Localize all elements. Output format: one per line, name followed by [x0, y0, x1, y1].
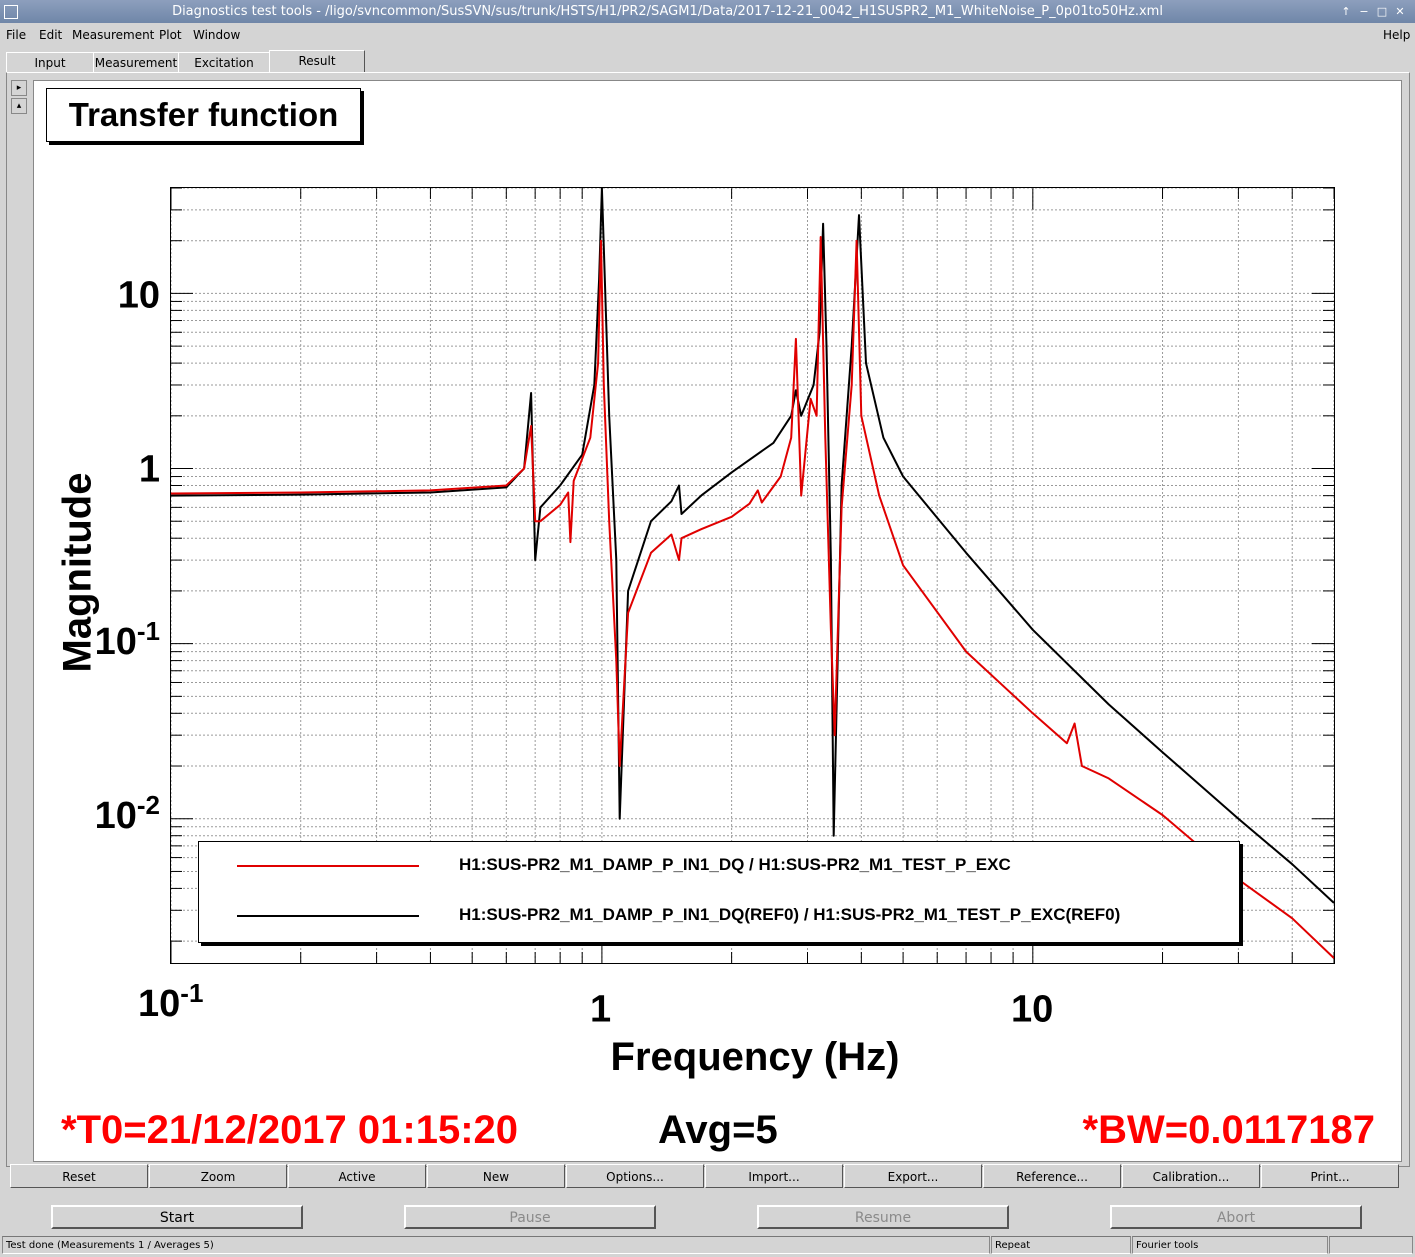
reset-button[interactable]: Reset — [10, 1164, 148, 1188]
calibration-button[interactable]: Calibration... — [1122, 1164, 1260, 1188]
tab-input[interactable]: Input — [6, 52, 94, 73]
pause-button[interactable]: Pause — [404, 1205, 656, 1229]
start-button[interactable]: Start — [51, 1205, 303, 1229]
active-button[interactable]: Active — [288, 1164, 426, 1188]
x-tick-label-1: 1 — [590, 988, 612, 1031]
resume-button[interactable]: Resume — [757, 1205, 1009, 1229]
tab-result[interactable]: Result — [269, 50, 365, 73]
menu-plot[interactable]: Plot — [159, 28, 182, 42]
y-tick-label-0.01: 10-2 — [94, 790, 160, 837]
status-tool: Fourier tools — [1132, 1236, 1328, 1254]
print-button[interactable]: Print... — [1261, 1164, 1399, 1188]
reference-button[interactable]: Reference... — [983, 1164, 1121, 1188]
window-shade-icon[interactable]: ↑ — [1341, 5, 1351, 18]
menu-edit[interactable]: Edit — [39, 28, 63, 42]
y-tick-label-10: 10 — [117, 274, 160, 317]
tab-excitation[interactable]: Excitation — [178, 52, 270, 73]
plot-svg — [171, 188, 1334, 963]
window-close-icon[interactable]: ✕ — [1395, 5, 1405, 18]
pad-up-button[interactable]: ▴ — [11, 98, 27, 114]
menu-help[interactable]: Help — [1383, 28, 1411, 42]
window-menu-icon[interactable] — [4, 5, 18, 19]
legend-label: H1:SUS-PR2_M1_DAMP_P_IN1_DQ(REF0) / H1:S… — [459, 905, 1121, 924]
avg-text: Avg=5 — [658, 1108, 778, 1152]
menu-bar: File Edit Measurement Plot Window Help — [0, 24, 1415, 46]
window-titlebar[interactable]: Diagnostics test tools - /ligo/svncommon… — [0, 0, 1415, 23]
legend-swatch-black — [237, 915, 419, 917]
menu-file[interactable]: File — [6, 28, 27, 42]
series-line-red — [171, 236, 1334, 959]
import-button[interactable]: Import... — [705, 1164, 843, 1188]
status-message: Test done (Measurements 1 / Averages 5) — [2, 1236, 990, 1254]
status-mode: Repeat — [991, 1236, 1131, 1254]
menu-measurement[interactable]: Measurement — [72, 28, 155, 42]
tab-measurement[interactable]: Measurement — [93, 52, 179, 73]
x-tick-label-0.1: 10-1 — [138, 978, 204, 1025]
x-tick-label-10: 10 — [1011, 988, 1054, 1031]
status-extra — [1329, 1236, 1413, 1254]
plot-area[interactable] — [170, 187, 1335, 964]
window-maximize-icon[interactable]: □ — [1376, 5, 1388, 18]
y-tick-label-0.1: 10-1 — [94, 616, 160, 663]
t0-text: *T0=21/12/2017 01:15:20 — [61, 1108, 519, 1152]
legend-label: H1:SUS-PR2_M1_DAMP_P_IN1_DQ / H1:SUS-PR2… — [459, 855, 1011, 874]
x-axis-label: Frequency (Hz) — [610, 1035, 900, 1079]
legend-entry: H1:SUS-PR2_M1_DAMP_P_IN1_DQ / H1:SUS-PR2… — [199, 851, 1239, 881]
zoom-button[interactable]: Zoom — [149, 1164, 287, 1188]
bw-text: *BW=0.0117187 — [1082, 1108, 1375, 1152]
plot-legend[interactable]: H1:SUS-PR2_M1_DAMP_P_IN1_DQ / H1:SUS-PR2… — [198, 841, 1240, 943]
new-button[interactable]: New — [427, 1164, 565, 1188]
window-title: Diagnostics test tools - /ligo/svncommon… — [172, 4, 1163, 19]
y-axis-label: Magnitude — [55, 472, 100, 673]
plot-title: Transfer function — [46, 88, 361, 142]
y-tick-label-1: 1 — [138, 448, 160, 491]
window-minimize-icon[interactable]: − — [1359, 5, 1369, 18]
legend-entry: H1:SUS-PR2_M1_DAMP_P_IN1_DQ(REF0) / H1:S… — [199, 901, 1239, 931]
options-button[interactable]: Options... — [566, 1164, 704, 1188]
tab-bar: Input Measurement Excitation Result — [6, 50, 1406, 73]
menu-window[interactable]: Window — [193, 28, 241, 42]
series-line-black — [171, 188, 1334, 904]
export-button[interactable]: Export... — [844, 1164, 982, 1188]
abort-button[interactable]: Abort — [1110, 1205, 1362, 1229]
legend-swatch-red — [237, 865, 419, 867]
pad-next-button[interactable]: ▸ — [11, 80, 27, 96]
